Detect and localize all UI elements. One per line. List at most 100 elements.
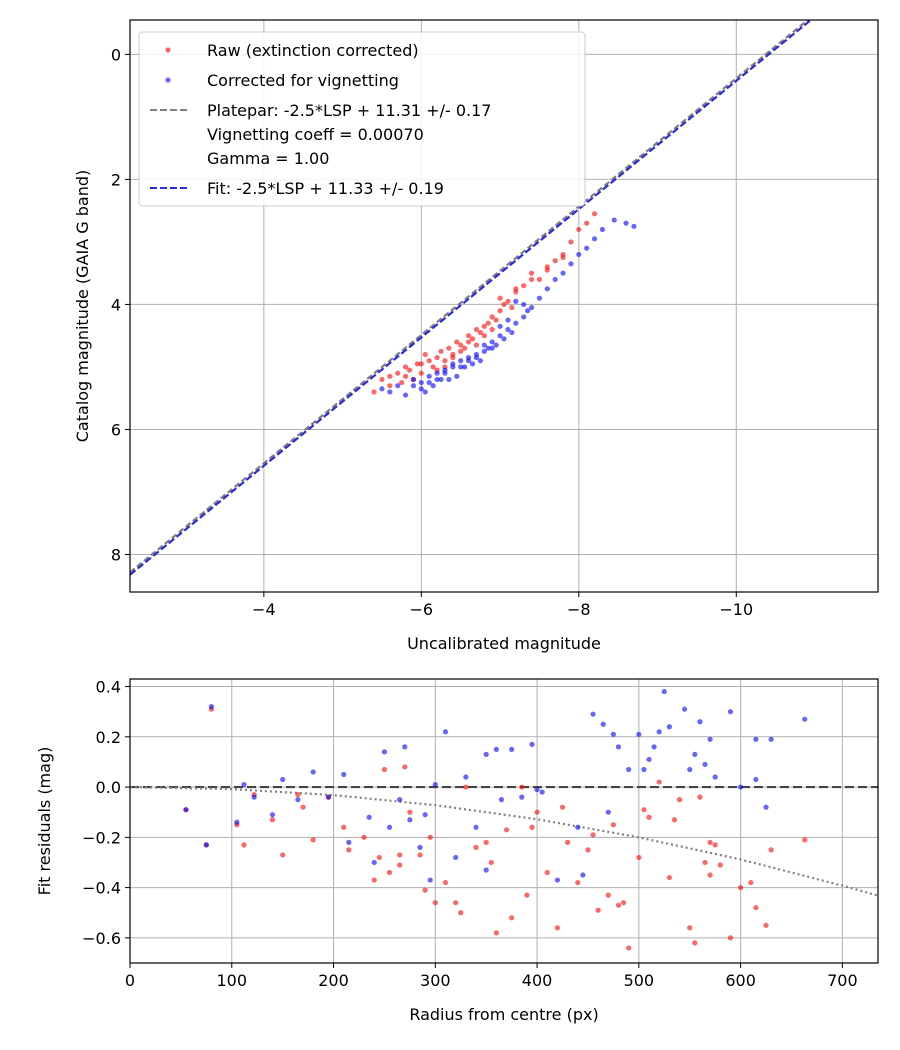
data-point [203,842,209,848]
data-point [676,797,683,803]
data-point [397,862,403,868]
data-point [501,336,507,342]
data-point [697,719,703,725]
x-tick-label: 500 [624,971,655,990]
data-point [465,339,472,345]
data-point [422,812,428,818]
data-point [418,370,424,376]
legend-label: Corrected for vignetting [207,71,399,90]
legend-label: Platepar: -2.5*LSP + 11.31 +/- 0.17 [207,101,491,120]
data-point [615,902,622,908]
data-point [371,389,377,395]
data-point [539,789,545,795]
data-point [493,930,499,936]
data-point [727,935,734,941]
data-point [585,847,591,853]
data-point [483,867,489,873]
data-point [707,839,713,845]
data-point [402,392,409,398]
data-point [753,905,759,911]
legend-label: Raw (extinction corrected) [207,41,419,60]
data-point [646,814,652,820]
data-point [552,258,558,264]
data-point [615,744,622,750]
x-tick-label: −4 [252,600,276,619]
data-point [453,854,459,861]
calibration-x-axis-label: Uncalibrated magnitude [407,634,601,653]
y-tick-label: 2 [111,170,121,189]
y-tick-label: 6 [111,420,121,439]
data-point [417,852,423,858]
legend-marker [165,77,171,83]
data-point [269,812,276,818]
data-point [623,220,629,226]
data-point [591,236,598,242]
data-point [387,389,393,395]
data-point [432,900,438,906]
data-point [493,342,499,348]
data-point [529,741,535,747]
data-point [505,317,511,323]
data-point [534,809,540,815]
data-point [489,326,495,333]
data-point [434,370,440,376]
data-point [387,383,393,389]
data-point [682,706,688,712]
data-point [707,872,713,878]
data-point [371,877,377,883]
data-point [591,211,598,217]
series-line [130,20,810,574]
data-point [554,925,561,931]
calibration-ticks: −4 −6 −8 −10 0 2 4 6 8 [111,45,753,619]
data-point [386,824,393,830]
data-point [702,761,708,768]
data-point [497,295,503,301]
data-point [534,786,540,793]
data-point [626,945,632,951]
data-point [454,339,460,345]
data-point [576,251,582,258]
data-point [524,892,530,898]
data-point [509,304,515,311]
data-point [379,376,385,383]
data-point [462,364,468,370]
data-point [430,364,436,370]
data-point [426,373,432,379]
data-point [565,839,571,845]
data-point [395,383,401,389]
data-point [386,869,393,876]
data-point [595,907,601,913]
data-point [489,345,495,351]
y-tick-label: 8 [111,545,121,564]
data-point [536,276,543,283]
y-tick-label: 0.0 [96,778,121,797]
data-point [528,270,535,276]
data-point [427,834,433,840]
data-point [295,797,301,803]
x-tick-label: 0 [125,971,135,990]
data-point [453,900,459,906]
data-point [295,792,301,798]
data-point [513,298,519,304]
data-point [605,892,611,898]
residuals-grid [129,679,878,963]
data-point [465,358,472,364]
data-point [463,774,469,780]
series-line [130,20,813,576]
data-point [402,373,409,379]
data-point [692,940,698,946]
data-point [498,797,505,803]
data-point [432,781,438,788]
data-point [399,379,405,386]
x-tick-label: −8 [567,600,591,619]
data-point [661,688,667,695]
y-tick-label: 0 [111,45,121,64]
calibration-y-axis-label: Catalog magnitude (GAIA G band) [73,170,92,442]
residuals-series [130,688,878,951]
data-point [280,776,286,783]
x-tick-label: 200 [318,971,349,990]
data-point [463,784,469,790]
data-point [483,751,489,757]
data-point [458,910,464,916]
data-point [671,817,678,823]
